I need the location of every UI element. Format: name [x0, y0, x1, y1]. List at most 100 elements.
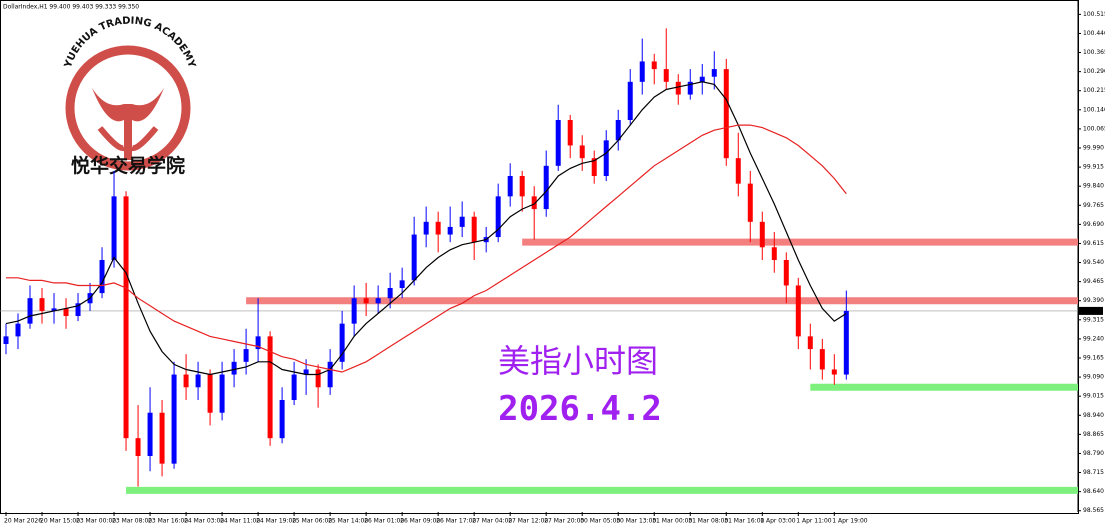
y-tick-label: 99.015	[1083, 393, 1104, 400]
candle-body	[243, 349, 249, 362]
candle-body	[531, 196, 537, 210]
x-tick-label: 1 Apr 03:00	[760, 518, 795, 525]
y-tick-label: 99.540	[1083, 259, 1104, 266]
candle-body	[363, 298, 369, 304]
candle-body	[747, 183, 753, 222]
y-tick-label: 99.090	[1083, 374, 1104, 381]
logo-name-en-path: YUEHUA TRADING ACADEMY	[63, 15, 198, 70]
candle-body	[375, 298, 381, 304]
candle-body	[567, 120, 573, 146]
x-tick-label: 31 Mar 08:00	[688, 518, 728, 525]
candle-body	[627, 81, 633, 120]
candle-body	[519, 176, 525, 197]
candle-body	[39, 298, 45, 311]
candle-body	[351, 298, 357, 324]
x-tick-label: 1 Apr 11:00	[796, 518, 831, 525]
x-tick-label: 31 Mar 16:00	[724, 518, 764, 525]
candle-body	[591, 158, 597, 176]
candle-body	[111, 196, 117, 260]
x-tick-label: 24 Mar 19:00	[256, 518, 296, 525]
candle-body	[267, 336, 273, 439]
candle-body	[723, 69, 729, 159]
candle-body	[783, 260, 789, 286]
x-tick-label: 31 Mar 00:00	[652, 518, 692, 525]
y-tick-label: 99.615	[1083, 240, 1104, 247]
candle-body	[135, 438, 141, 456]
annotation-title: 美指小时图	[498, 342, 658, 380]
x-tick-label: 20 Mar 15:00	[40, 518, 80, 525]
moving-average-line	[6, 124, 847, 373]
x-tick-label: 24 Mar 11:00	[220, 518, 260, 525]
candle-body	[459, 216, 465, 227]
y-tick-label: 98.715	[1083, 469, 1104, 476]
x-tick-label: 26 Mar 01:00	[364, 518, 404, 525]
candle-body	[207, 374, 213, 413]
candle-body	[807, 336, 813, 350]
y-tick-label: 99.165	[1083, 355, 1104, 362]
y-tick-label: 98.640	[1083, 488, 1104, 495]
y-tick-label: 99.840	[1083, 183, 1104, 190]
y-tick-label: 98.790	[1083, 450, 1104, 457]
candle-body	[339, 323, 345, 362]
candle-body	[603, 140, 609, 176]
candle-body	[543, 165, 549, 210]
candle-body	[423, 221, 429, 235]
candle-body	[255, 336, 261, 350]
candle-body	[663, 69, 669, 82]
y-tick-label: 99.315	[1083, 316, 1104, 323]
candle-body	[195, 374, 201, 388]
candle-body	[447, 226, 453, 235]
candle-body	[687, 81, 693, 95]
y-tick-label: 98.865	[1083, 431, 1104, 438]
candle-body	[3, 336, 9, 344]
y-tick-label: 100.065	[1083, 125, 1105, 132]
y-tick-label: 98.940	[1083, 412, 1104, 419]
x-tick-label: 25 Mar 14:00	[328, 518, 368, 525]
candle-body	[471, 216, 477, 243]
moving-average-line	[5, 81, 847, 376]
x-tick-label: 30 Mar 05:00	[580, 518, 620, 525]
candle-body	[159, 412, 165, 464]
x-tick-label: 23 Mar 00:00	[76, 518, 116, 525]
candle-body	[795, 285, 801, 337]
y-tick-label: 99.240	[1083, 335, 1104, 342]
x-tick-label: 24 Mar 03:00	[184, 518, 224, 525]
y-tick-label: 100.140	[1083, 106, 1105, 113]
y-tick-label: 98.565	[1083, 507, 1104, 514]
logo	[65, 45, 191, 171]
candle-body	[147, 412, 153, 456]
candle-body	[327, 361, 333, 388]
x-tick-label: 25 Mar 06:00	[292, 518, 332, 525]
x-tick-label: 20 Mar 2026	[4, 518, 42, 525]
candle-body	[315, 369, 321, 388]
y-tick-label: 100.215	[1083, 87, 1105, 94]
x-tick-label: 26 Mar 17:00	[436, 518, 476, 525]
candle-body	[495, 196, 501, 238]
candle-body	[639, 61, 645, 82]
y-tick-label: 99.390	[1083, 297, 1104, 304]
last-price-label: 99.350	[1081, 307, 1102, 314]
candle-body	[291, 374, 297, 400]
x-tick-label: 30 Mar 13:00	[616, 518, 656, 525]
candle-body	[63, 308, 69, 316]
x-tick-label: 27 Mar 04:00	[472, 518, 512, 525]
annotation-date: 2026.4.2	[498, 389, 662, 429]
x-tick-label: 27 Mar 20:00	[544, 518, 584, 525]
candle-body	[279, 400, 285, 439]
candle-body	[507, 176, 513, 197]
candle-body	[75, 303, 81, 316]
y-tick-label: 99.990	[1083, 145, 1104, 152]
candle-body	[843, 310, 849, 375]
y-tick-label: 99.765	[1083, 202, 1104, 209]
x-tick-label: 23 Mar 08:00	[112, 518, 152, 525]
candle-body	[51, 308, 57, 311]
candle-body	[759, 221, 765, 248]
candle-body	[831, 369, 837, 375]
candle-body	[435, 221, 441, 235]
candle-body	[771, 247, 777, 260]
candle-body	[27, 298, 33, 324]
x-tick-label: 23 Mar 16:00	[148, 518, 188, 525]
candle-body	[411, 234, 417, 281]
candle-body	[171, 374, 177, 464]
